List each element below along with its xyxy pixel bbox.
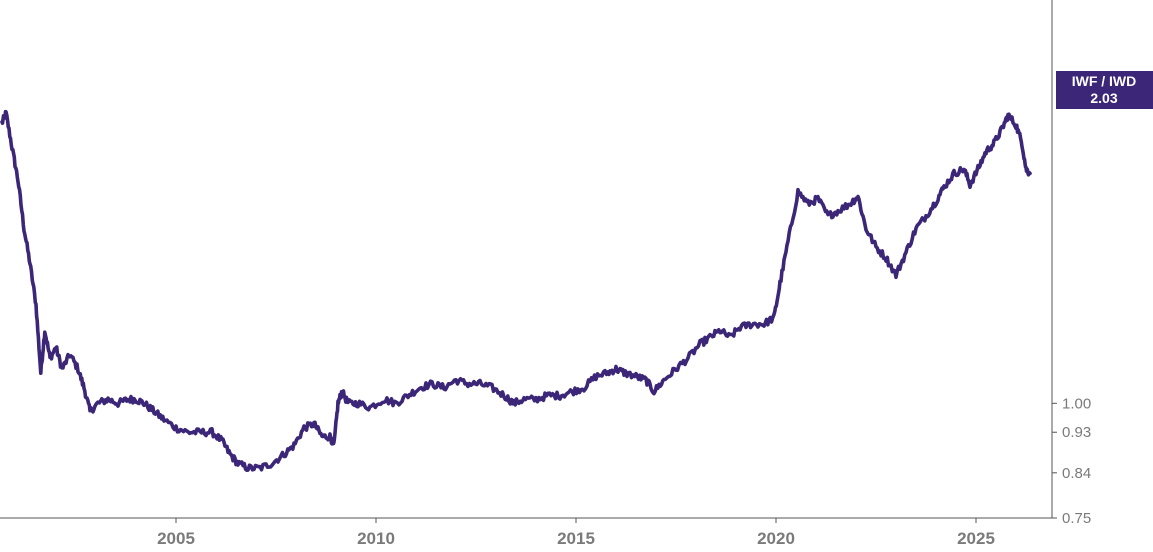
y-tick-label-1: 0.84 (1062, 465, 1091, 482)
x-tick-label-3: 2020 (757, 529, 795, 548)
x-tick-label-4: 2025 (957, 529, 995, 548)
x-axis-ticks: 2005 2010 2015 2020 2025 (157, 518, 995, 548)
y-axis-ticks: 0.75 0.84 0.93 1.00 (1052, 395, 1091, 527)
x-tick-label-2: 2015 (557, 529, 595, 548)
series-layer (0, 109, 1032, 472)
last-value-badge: IWF / IWD 2.03 (1056, 71, 1153, 109)
y-tick-label-2: 0.93 (1062, 424, 1091, 441)
series-line-0 (0, 109, 1032, 472)
last-value-badge-background (1056, 71, 1153, 109)
badge-value-label: 2.03 (1090, 90, 1117, 106)
y-tick-label-0: 0.75 (1062, 510, 1091, 527)
x-tick-label-1: 2010 (357, 529, 395, 548)
badge-series-label: IWF / IWD (1072, 73, 1137, 89)
y-tick-label-3: 1.00 (1062, 395, 1091, 412)
x-tick-label-0: 2005 (157, 529, 195, 548)
